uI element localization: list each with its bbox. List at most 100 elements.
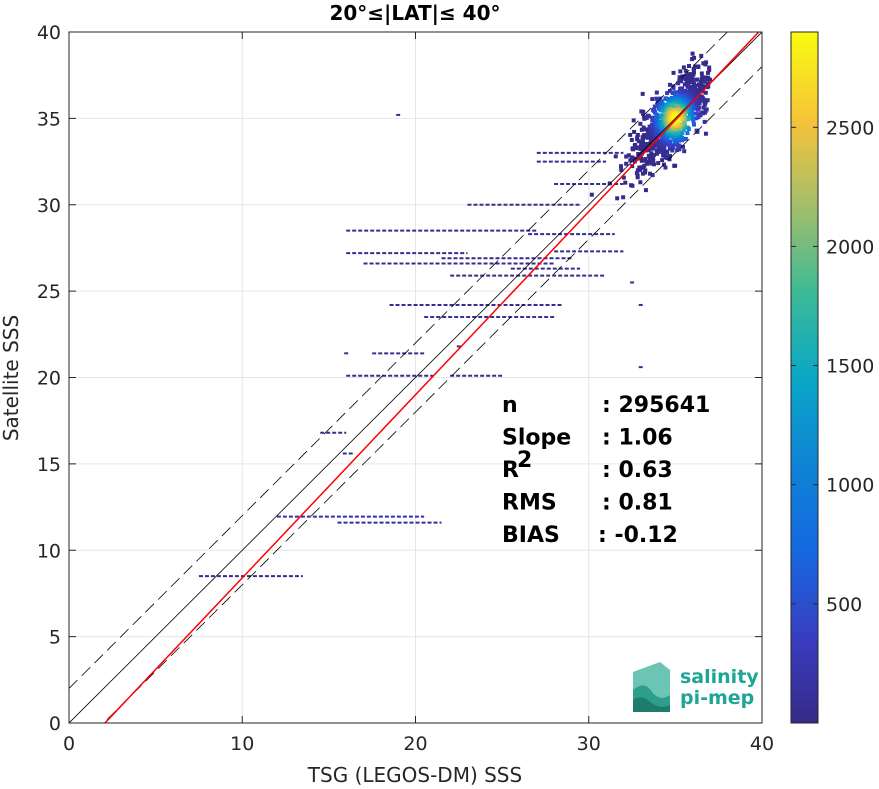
density-cell — [641, 142, 646, 147]
density-cell — [640, 91, 645, 96]
density-cell — [679, 90, 684, 95]
density-cell — [642, 133, 647, 138]
density-cell — [660, 101, 665, 106]
data-point — [638, 303, 643, 306]
density-cell — [665, 91, 670, 96]
reference-line — [69, 32, 762, 723]
colorbar-tick-label: 2000 — [826, 236, 874, 258]
density-cell — [642, 170, 647, 175]
density-cell — [667, 89, 672, 94]
density-cell — [657, 143, 662, 148]
data-point — [456, 345, 461, 348]
density-cell — [623, 180, 628, 185]
density-cell — [662, 150, 667, 155]
density-cell — [694, 91, 699, 96]
density-cell — [692, 122, 697, 127]
density-cell — [692, 84, 697, 89]
density-cell — [621, 195, 626, 200]
density-cell — [621, 175, 626, 180]
density-cell — [703, 75, 708, 80]
density-cell — [642, 163, 647, 168]
density-cell — [699, 110, 704, 115]
density-cell — [656, 149, 661, 154]
density-cell — [653, 110, 658, 115]
density-cell — [655, 127, 660, 132]
density-cell — [664, 149, 669, 154]
density-cell — [641, 109, 646, 114]
density-cell — [681, 65, 686, 70]
stat-value: : -0.12 — [598, 523, 678, 548]
density-cell — [699, 81, 704, 86]
density-cell — [656, 161, 661, 166]
y-tick-label: 35 — [37, 108, 61, 130]
density-cell — [643, 157, 648, 162]
density-cell — [703, 62, 708, 67]
density-cell — [696, 82, 701, 87]
y-tick-label: 10 — [37, 540, 61, 562]
density-cell — [688, 73, 693, 78]
density-cell — [662, 162, 667, 167]
density-cell — [662, 144, 667, 149]
density-cell — [678, 134, 683, 139]
salinity-pi-mep-logo: salinity pi-mep — [633, 662, 759, 712]
density-cell — [697, 93, 702, 98]
density-cell — [637, 165, 642, 170]
stat-label: n — [502, 393, 518, 418]
stat-value: : 295641 — [602, 393, 710, 418]
density-cell — [652, 128, 657, 133]
density-cell — [694, 116, 699, 121]
density-cell — [644, 115, 649, 120]
density-cell — [672, 137, 677, 142]
density-cell — [707, 65, 712, 70]
density-cell — [658, 102, 663, 107]
density-cell — [639, 151, 644, 156]
density-cell — [705, 85, 710, 90]
reference-lines — [69, 32, 762, 723]
stat-label: BIAS — [502, 523, 560, 548]
density-cell — [689, 98, 694, 103]
density-cell — [633, 142, 638, 147]
density-cell — [631, 147, 636, 152]
reference-line — [69, 32, 728, 689]
density-cell — [705, 70, 710, 75]
density-cell — [678, 69, 683, 74]
density-cell — [618, 164, 623, 169]
stat-value: : 1.06 — [602, 426, 673, 451]
density-cell — [639, 127, 644, 132]
x-tick-label: 0 — [63, 733, 75, 755]
density-cell — [615, 196, 620, 201]
density-cell — [654, 148, 659, 153]
density-cell — [686, 76, 691, 81]
density-cell — [674, 142, 679, 147]
density-cell — [676, 90, 681, 95]
density-cell — [687, 63, 692, 68]
colorbar-tick-label: 1000 — [826, 475, 874, 497]
density-cell — [679, 130, 684, 135]
density-cell — [681, 107, 686, 112]
density-cell — [633, 146, 638, 151]
density-cell — [659, 113, 664, 118]
density-cell — [699, 95, 704, 100]
stat-label: R — [502, 458, 519, 483]
density-cell — [652, 143, 657, 148]
density-cell — [696, 97, 701, 102]
y-tick-label: 15 — [37, 454, 61, 476]
density-cell — [673, 163, 678, 168]
density-cell — [696, 112, 701, 117]
x-tick-label: 30 — [577, 733, 601, 755]
density-cell — [690, 51, 695, 56]
density-cell — [676, 129, 681, 134]
density-cell — [647, 171, 652, 176]
colorbar-tick-label: 2500 — [826, 117, 874, 139]
density-cell — [700, 84, 705, 89]
colorbar-tick-label: 500 — [826, 594, 862, 616]
density-cell — [662, 153, 667, 158]
density-cell — [658, 107, 663, 112]
density-cell — [646, 114, 651, 119]
density-cell — [689, 92, 694, 97]
density-cell — [650, 97, 655, 102]
data-point — [344, 352, 349, 355]
density-cell — [654, 96, 659, 101]
density-cell — [670, 122, 675, 127]
density-cell — [671, 70, 676, 75]
